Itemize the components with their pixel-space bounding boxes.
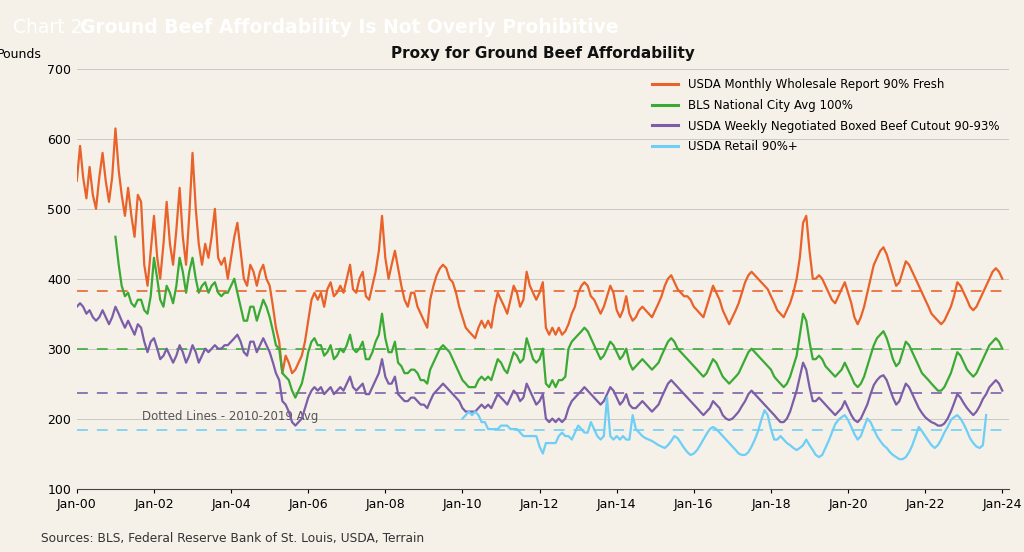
Title: Proxy for Ground Beef Affordability: Proxy for Ground Beef Affordability [391, 46, 694, 61]
Legend: USDA Monthly Wholesale Report 90% Fresh, BLS National City Avg 100%, USDA Weekly: USDA Monthly Wholesale Report 90% Fresh,… [647, 74, 1004, 158]
Text: Sources: BLS, Federal Reserve Bank of St. Louis, USDA, Terrain: Sources: BLS, Federal Reserve Bank of St… [41, 532, 424, 545]
Y-axis label: Pounds: Pounds [0, 47, 42, 61]
Text: Ground Beef Affordability Is Not Overly Prohibitive: Ground Beef Affordability Is Not Overly … [80, 18, 618, 36]
Text: Dotted Lines - 2010-2019 Avg: Dotted Lines - 2010-2019 Avg [142, 411, 318, 423]
Text: Chart 2:: Chart 2: [13, 18, 95, 36]
